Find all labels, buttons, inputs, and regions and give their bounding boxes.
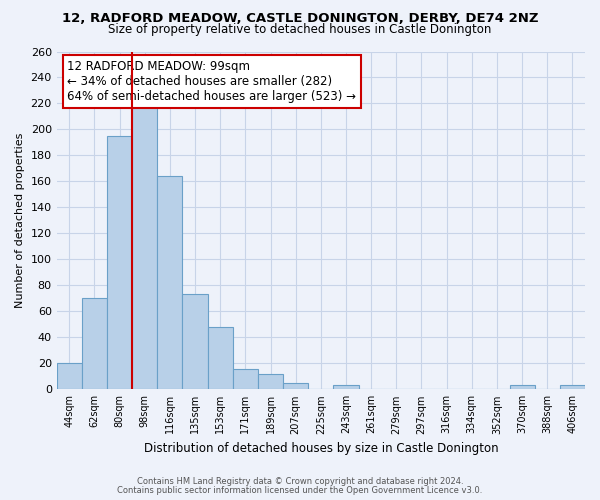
Bar — [56, 364, 82, 390]
Bar — [132, 106, 157, 390]
Bar — [334, 386, 359, 390]
Bar — [509, 386, 535, 390]
Text: Contains HM Land Registry data © Crown copyright and database right 2024.: Contains HM Land Registry data © Crown c… — [137, 477, 463, 486]
Bar — [182, 294, 208, 390]
Text: Contains public sector information licensed under the Open Government Licence v3: Contains public sector information licen… — [118, 486, 482, 495]
Bar — [560, 386, 585, 390]
Text: 12, RADFORD MEADOW, CASTLE DONINGTON, DERBY, DE74 2NZ: 12, RADFORD MEADOW, CASTLE DONINGTON, DE… — [62, 12, 538, 26]
Bar — [258, 374, 283, 390]
Bar — [208, 327, 233, 390]
Bar — [107, 136, 132, 390]
Text: Size of property relative to detached houses in Castle Donington: Size of property relative to detached ho… — [109, 22, 491, 36]
Y-axis label: Number of detached properties: Number of detached properties — [15, 132, 25, 308]
Text: 12 RADFORD MEADOW: 99sqm
← 34% of detached houses are smaller (282)
64% of semi-: 12 RADFORD MEADOW: 99sqm ← 34% of detach… — [67, 60, 356, 103]
Bar — [82, 298, 107, 390]
Bar — [283, 383, 308, 390]
X-axis label: Distribution of detached houses by size in Castle Donington: Distribution of detached houses by size … — [143, 442, 498, 455]
Bar — [157, 176, 182, 390]
Bar — [233, 368, 258, 390]
